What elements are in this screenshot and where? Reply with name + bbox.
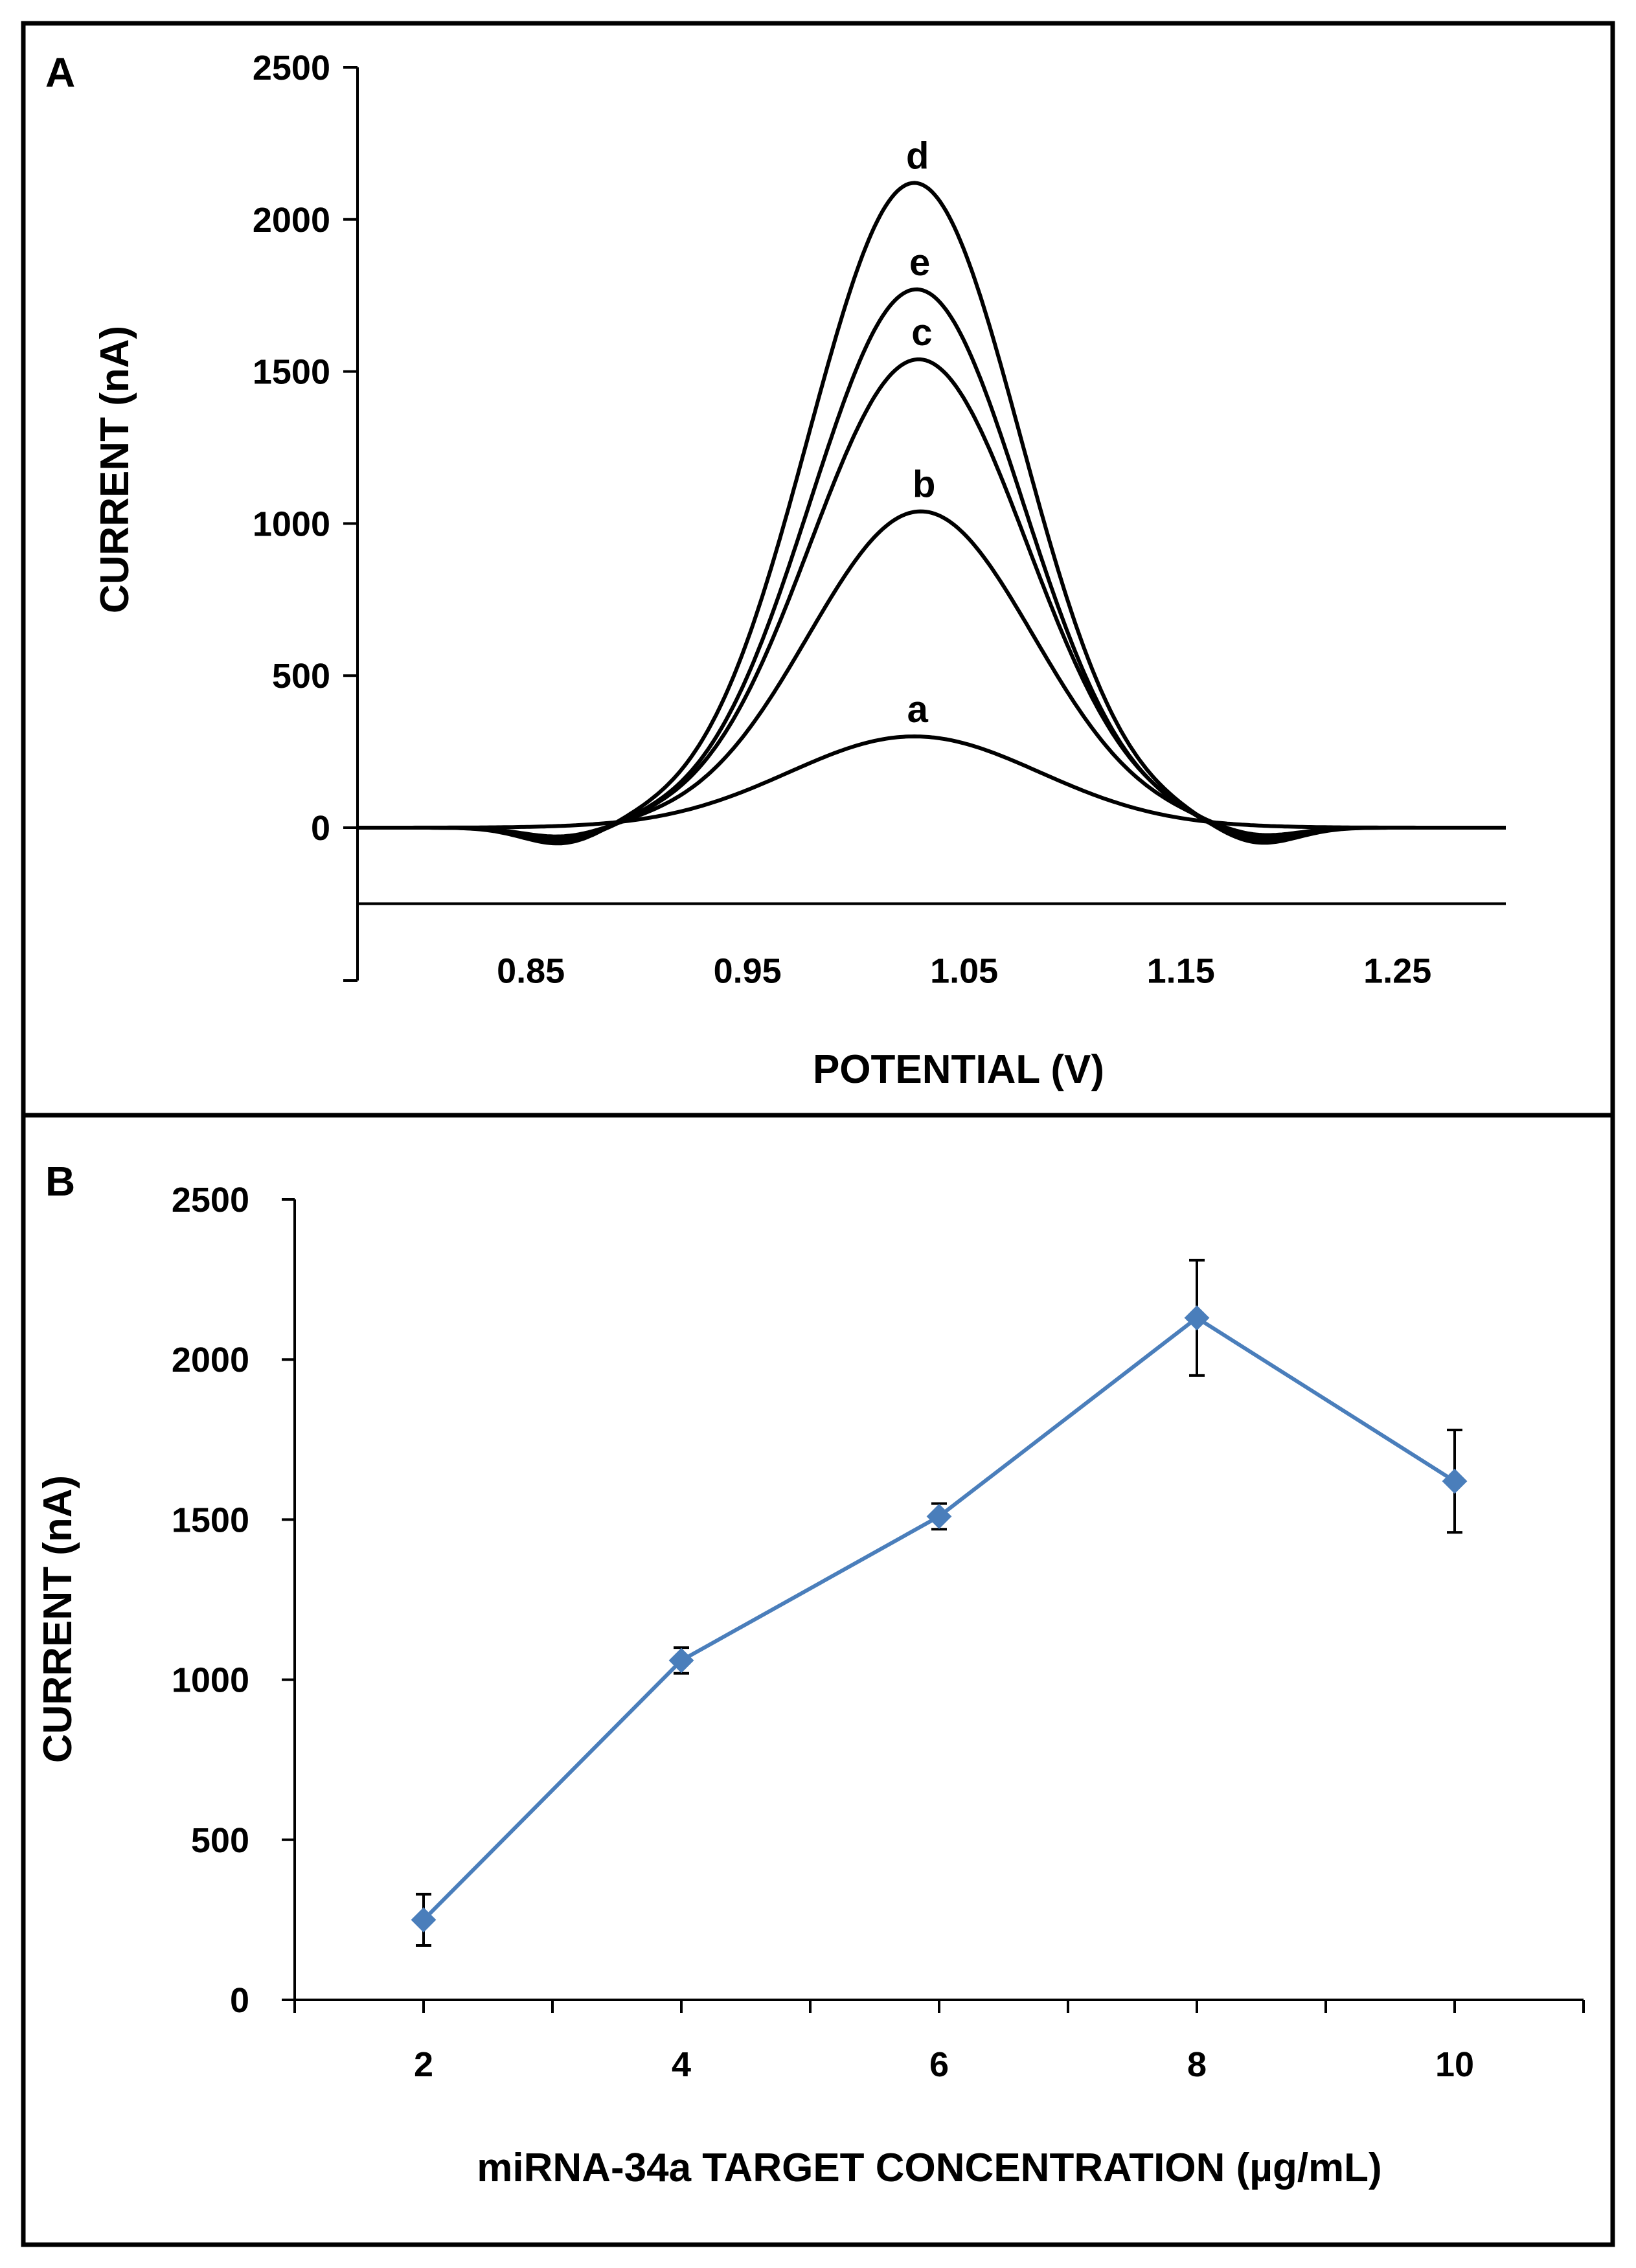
panel-a-y-tick-label: 1000 [253, 505, 330, 543]
panel-b-series [411, 1258, 1468, 1947]
panel-a-y-tick-label: 0 [311, 809, 330, 848]
panel-b-y-axis: 0 500 1000 1500 2000 2500 [172, 1181, 296, 2020]
curve-label-b: b [913, 464, 935, 506]
data-point-diamond [1442, 1468, 1468, 1494]
curve-label-d: d [906, 135, 929, 177]
panel-a-y-tick-label: 1500 [253, 353, 330, 392]
panel-b-y-tick-label: 2000 [172, 1341, 249, 1379]
panel-a-x-tick-label: 0.95 [714, 951, 782, 990]
figure-frame [21, 21, 1615, 2247]
panel-a-y-tick-label: 500 [272, 657, 330, 696]
curve-label-c: c [911, 312, 932, 354]
panel-a-x-axis: 0.85 0.95 1.05 1.15 1.25 [358, 902, 1506, 990]
panel-b-y-tick-label: 500 [191, 1821, 249, 1860]
panel-a-x-tick-label: 1.15 [1147, 951, 1215, 990]
curve-a [358, 734, 1506, 830]
panel-a: A 0 500 1000 1500 2000 2500 0.85 0.95 1.05 1.15 1… [45, 49, 1506, 1092]
panel-b-y-tick-label: 1500 [172, 1501, 249, 1539]
series-line [422, 1315, 1456, 1922]
panel-b-letter: B [45, 1158, 75, 1205]
panel-b-x-axis: 2 4 6 8 10 [293, 1999, 1585, 2084]
panel-a-curve-labels: a b ce d [906, 135, 935, 731]
panel-b-x-tick-label: 6 [929, 2045, 949, 2084]
curve-c [358, 357, 1506, 842]
panel-b-y-tick-label: 2500 [172, 1181, 249, 1219]
panel-a-y-tick-label: 2500 [253, 49, 330, 87]
panel-b-y-tick-label: 1000 [172, 1661, 249, 1700]
panel-a-y-tick-label: 2000 [253, 201, 330, 240]
panel-b-y-tick-label: 0 [230, 1981, 249, 2020]
panel-a-y-axis-title: CURRENT (nA) [93, 326, 137, 613]
panel-a-y-axis: 0 500 1000 1500 2000 2500 [253, 49, 359, 982]
panel-a-curves [358, 181, 1506, 846]
data-point-diamond [1184, 1305, 1210, 1331]
panel-a-x-tick-label: 0.85 [497, 951, 565, 990]
curve-e [358, 287, 1506, 843]
panel-b-y-axis-title: CURRENT (nA) [36, 1475, 80, 1763]
curve-b [358, 509, 1506, 839]
curve-label-a: a [907, 688, 929, 731]
panel-b-x-tick-label: 4 [672, 2045, 691, 2084]
panel-a-x-tick-label: 1.25 [1363, 951, 1431, 990]
data-point-diamond [668, 1648, 694, 1673]
panel-a-x-axis-title: POTENTIAL (V) [813, 1047, 1104, 1092]
panel-b: B 0 500 1000 1500 2000 2500 2 4 6 8 10 miRNA-34a … [36, 1158, 1585, 2190]
panel-a-x-tick-label: 1.05 [930, 951, 998, 990]
panel-b-x-tick-label: 2 [414, 2045, 433, 2084]
panel-a-letter: A [45, 49, 75, 96]
data-point-diamond [411, 1907, 437, 1933]
panel-b-x-tick-label: 10 [1435, 2045, 1474, 2084]
panel-b-x-tick-label: 8 [1187, 2045, 1207, 2084]
curve-label-e: e [909, 242, 930, 284]
panel-b-x-axis-title: miRNA-34a TARGET CONCENTRATION (µg/mL) [477, 2146, 1381, 2190]
data-point-diamond [926, 1504, 952, 1529]
curve-d [358, 181, 1506, 846]
